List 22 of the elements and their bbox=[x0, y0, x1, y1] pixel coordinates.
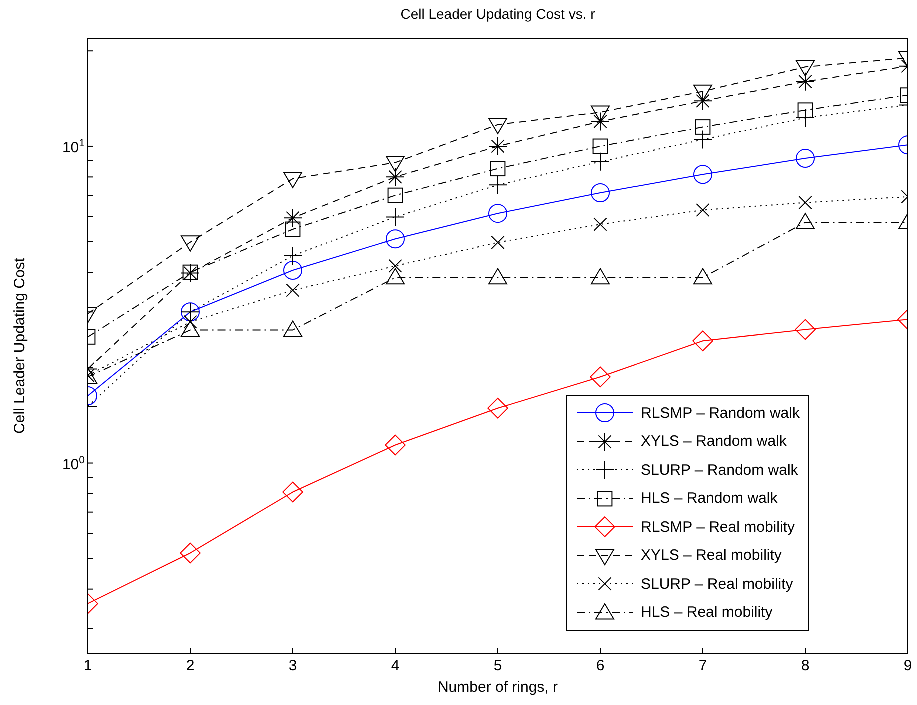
x-tick-label: 8 bbox=[801, 658, 810, 675]
x-tick-label: 2 bbox=[186, 658, 195, 675]
legend-label: SLURP – Random walk bbox=[641, 462, 798, 479]
x-tick-label: 4 bbox=[391, 658, 400, 675]
y-tick-label: 10$^{0}$ bbox=[62, 454, 86, 474]
legend-label: SLURP – Real mobility bbox=[641, 576, 794, 593]
x-axis-title: Number of rings, r bbox=[436, 679, 560, 696]
legend-label: XYLS – Real mobility bbox=[641, 547, 782, 564]
y-tick-label: 10$^{1}$ bbox=[62, 137, 86, 156]
x-tick-label: 7 bbox=[698, 658, 708, 675]
legend-label: XYLS – Random walk bbox=[641, 433, 787, 450]
legend-label: RLSMP – Random walk bbox=[641, 404, 800, 422]
x-tick-label: 5 bbox=[494, 658, 502, 675]
chart-title: Cell Leader Updating Cost vs. r bbox=[400, 6, 596, 22]
legend-label: RLSMP – Real mobility bbox=[641, 518, 795, 536]
legend-label: HLS – Random walk bbox=[641, 490, 778, 508]
legend-label: HLS – Real mobility bbox=[641, 604, 773, 622]
x-tick-label: 9 bbox=[904, 658, 912, 675]
x-tick-label: 1 bbox=[84, 658, 92, 675]
y-axis-title: Cell Leader Updating Cost bbox=[12, 258, 28, 434]
x-tick-label: 6 bbox=[596, 658, 605, 675]
x-tick-label: 3 bbox=[288, 658, 298, 675]
